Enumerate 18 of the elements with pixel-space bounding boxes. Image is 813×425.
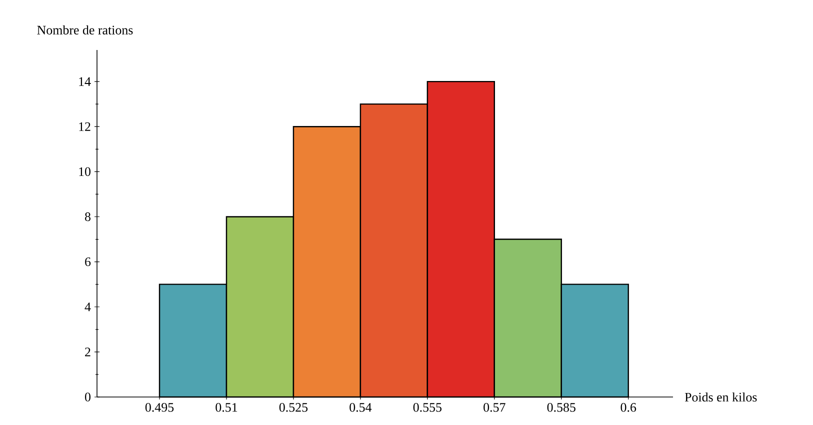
y-tick-label: 4: [84, 302, 91, 312]
y-tick-label: 8: [85, 212, 90, 222]
y-tick-label: 12: [79, 122, 90, 131]
y-tick-label: 10: [79, 167, 90, 176]
x-tick-label: 0.51: [216, 403, 238, 412]
y-tick-label: 2: [85, 348, 90, 356]
x-tick-label: 0.495: [145, 403, 174, 412]
x-tick-label: 0.525: [279, 403, 308, 412]
x-axis-title: Poids en kilos: [684, 392, 757, 402]
x-tick-label: 0.6: [620, 403, 636, 412]
y-tick-label: 14: [79, 77, 91, 86]
x-tick-label: 0.57: [484, 403, 506, 412]
x-tick-label: 0.555: [413, 403, 442, 412]
y-axis-title: Nombre de rations: [37, 25, 133, 34]
x-tick-label: 0.54: [350, 403, 372, 412]
y-tick-label: 0: [85, 392, 90, 402]
y-tick-label: 6: [85, 257, 91, 266]
x-tick-label: 0.585: [547, 403, 576, 412]
